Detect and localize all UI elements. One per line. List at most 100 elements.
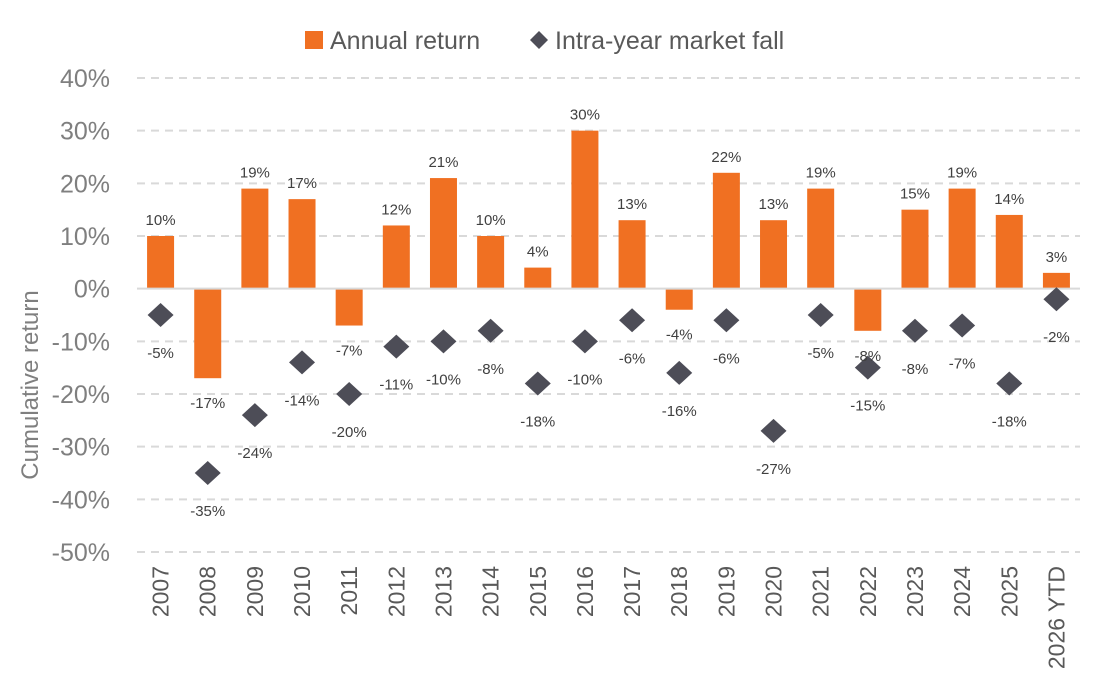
fall-marker <box>619 308 646 333</box>
bar-value-label: 15% <box>900 186 930 203</box>
bar <box>241 188 269 289</box>
intra-year-fall-labels: -5% -35% -24% -14% -20% -11% -10% -8% -18% -10% -6… <box>147 329 1070 520</box>
fall-value-label: -10% <box>426 371 461 388</box>
x-tick-label: 2018 <box>666 566 692 617</box>
x-tick-label: 2023 <box>902 566 928 617</box>
fall-marker <box>901 318 928 343</box>
bar <box>288 199 316 289</box>
x-tick-label: 2019 <box>713 566 739 617</box>
y-tick-label: 20% <box>60 170 110 198</box>
fall-value-label: -2% <box>1043 329 1070 346</box>
fall-marker <box>383 334 410 359</box>
bar <box>995 214 1023 289</box>
y-axis-ticks: 40% 30% 20% 10% 0% -10% -20% -30% -40% -50% <box>52 65 110 567</box>
fall-value-label: -18% <box>520 413 555 430</box>
fall-value-label: -6% <box>619 350 646 367</box>
bar-value-label: 30% <box>570 107 600 124</box>
annual-return-bars <box>147 130 1070 379</box>
x-axis-ticks: 2007 2008 2009 2010 2011 2012 2013 2014 2015 2016… <box>148 566 1070 669</box>
fall-marker <box>524 371 551 396</box>
x-tick-label: 2017 <box>619 566 645 617</box>
bar-value-label: 13% <box>617 196 647 213</box>
bar <box>147 236 175 289</box>
bar-value-label: -17% <box>190 395 225 412</box>
legend-swatch-annual-return <box>305 31 323 49</box>
x-tick-label: 2020 <box>761 566 787 617</box>
bar <box>335 288 363 326</box>
chart-legend: Annual return Intra-year market fall <box>305 27 784 55</box>
fall-marker <box>336 382 363 406</box>
fall-value-label: -24% <box>237 445 272 462</box>
bar-value-label: 10% <box>146 212 176 229</box>
bar <box>618 220 646 289</box>
x-tick-label: 2021 <box>808 566 834 617</box>
x-tick-label: 2024 <box>949 566 975 617</box>
bar-value-label: -8% <box>854 348 881 365</box>
fall-value-label: -8% <box>477 361 504 378</box>
y-axis-title: Cumulative return <box>17 290 44 479</box>
bar-value-label: 14% <box>994 191 1024 208</box>
fall-marker <box>571 329 598 354</box>
bar-value-label: 21% <box>428 154 458 171</box>
y-tick-label: 0% <box>74 276 110 304</box>
bar <box>807 188 835 289</box>
intra-year-fall-markers <box>147 287 1070 485</box>
x-tick-label: 2026 YTD <box>1043 566 1069 669</box>
fall-marker <box>289 350 316 375</box>
y-tick-label: 40% <box>60 65 110 93</box>
fall-value-label: -16% <box>662 403 697 420</box>
bar <box>477 236 505 289</box>
x-tick-label: 2012 <box>383 566 409 617</box>
fall-value-label: -5% <box>807 345 834 362</box>
fall-marker <box>666 360 693 385</box>
y-tick-label: -50% <box>52 539 110 567</box>
bar-value-label: 4% <box>527 244 549 261</box>
x-tick-label: 2007 <box>148 566 174 617</box>
legend-label-annual-return: Annual return <box>330 27 480 55</box>
x-tick-label: 2015 <box>525 566 551 617</box>
fall-value-label: -35% <box>190 503 225 520</box>
bar-value-label: 19% <box>947 165 977 182</box>
fall-value-label: -18% <box>992 413 1027 430</box>
x-tick-label: 2010 <box>289 566 315 617</box>
bar <box>901 209 929 289</box>
legend-marker-intra-year-fall <box>530 31 548 49</box>
y-tick-label: -40% <box>52 486 110 514</box>
bar <box>571 130 599 289</box>
bar <box>524 267 552 289</box>
bar-value-label: 17% <box>287 175 317 192</box>
fall-value-label: -14% <box>285 392 320 409</box>
bar <box>760 220 788 289</box>
x-tick-label: 2008 <box>195 566 221 617</box>
fall-value-label: -15% <box>850 398 885 415</box>
fall-marker <box>241 403 268 428</box>
bar <box>854 288 882 331</box>
fall-marker <box>854 355 881 380</box>
fall-marker <box>477 318 504 343</box>
fall-marker <box>194 461 221 485</box>
fall-marker <box>147 303 174 327</box>
fall-marker <box>996 371 1023 396</box>
fall-value-label: -5% <box>147 345 174 362</box>
fall-marker <box>713 308 740 333</box>
bar-value-label: -7% <box>336 343 363 360</box>
fall-marker <box>760 418 787 443</box>
fall-value-label: -20% <box>332 424 367 441</box>
x-tick-label: 2025 <box>996 566 1022 617</box>
bar-value-label: 13% <box>759 196 789 213</box>
bar-value-label: 10% <box>476 212 506 229</box>
bar <box>382 225 410 289</box>
fall-marker <box>949 313 976 338</box>
y-tick-label: 30% <box>60 118 110 146</box>
x-tick-label: 2014 <box>478 566 504 617</box>
annual-return-labels: 10% -17% 19% 17% -7% 12% 21% 10% 4% 30% 13% -4% 22% 1… <box>146 107 1068 413</box>
bar-value-label: 22% <box>711 149 741 166</box>
y-tick-label: 10% <box>60 223 110 251</box>
fall-value-label: -7% <box>949 356 976 373</box>
bar <box>429 178 457 289</box>
bar-value-label: -4% <box>666 327 693 344</box>
fall-value-label: -10% <box>567 371 602 388</box>
y-tick-label: -30% <box>52 434 110 462</box>
bar-value-label: 3% <box>1046 249 1068 266</box>
